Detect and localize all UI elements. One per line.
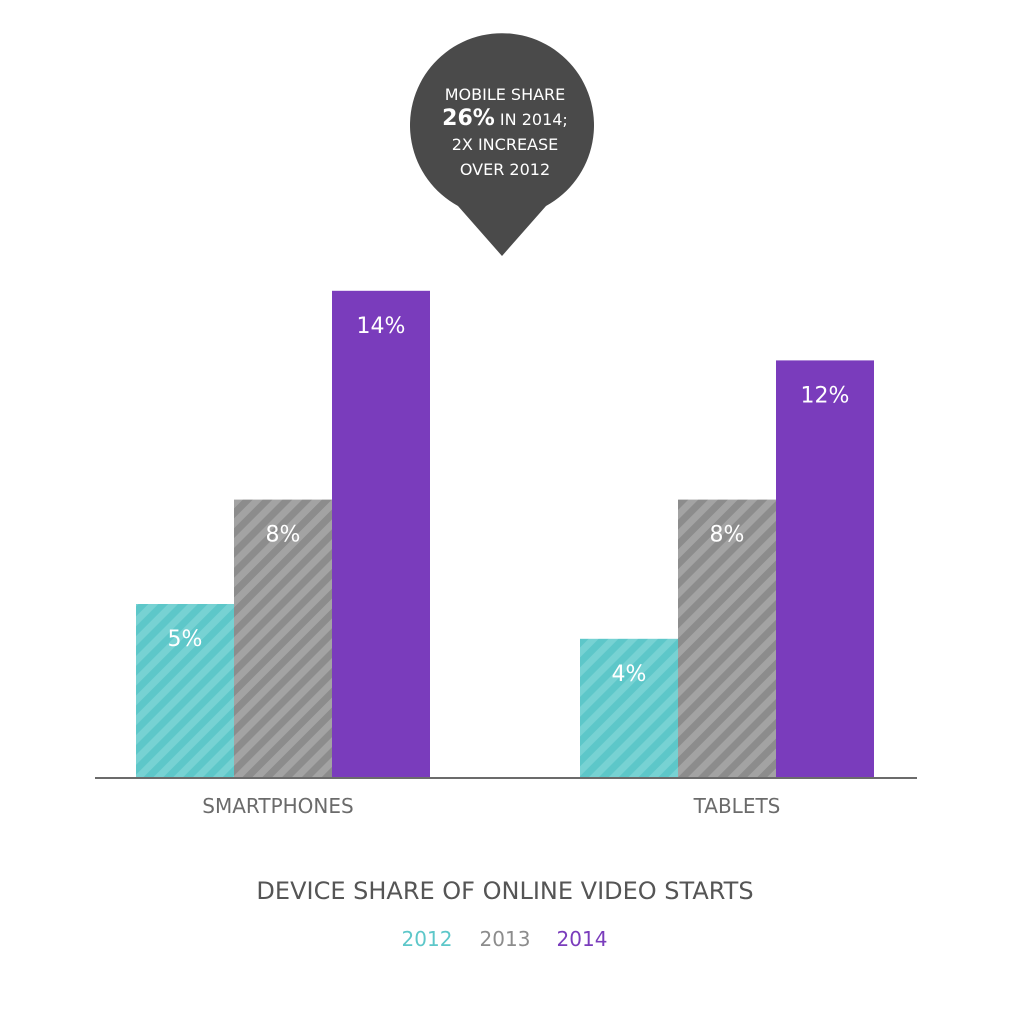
chart-title: DEVICE SHARE OF ONLINE VIDEO STARTS — [256, 877, 753, 905]
bar-tablets-2014 — [776, 360, 874, 778]
bar-label-smartphones-2014: 14% — [357, 314, 406, 339]
bar-label-tablets-2012: 4% — [612, 662, 647, 687]
bar-tablets-2012 — [580, 638, 678, 778]
legend: 2012 2013 2014 — [402, 927, 608, 951]
callout-highlight-value: 26% — [442, 106, 495, 131]
category-label-tablets: TABLETS — [693, 794, 781, 818]
legend-item-2012: 2012 — [402, 927, 453, 951]
callout-line-2-rest: IN 2014; — [495, 110, 568, 129]
bar-label-smartphones-2013: 8% — [266, 523, 301, 548]
bar-smartphones-2013 — [234, 499, 332, 778]
callout-line-4: OVER 2012 — [460, 160, 550, 179]
bar-smartphones-2012 — [136, 604, 234, 778]
callout-line-3: 2X INCREASE — [452, 135, 559, 154]
bar-label-smartphones-2012: 5% — [168, 627, 203, 652]
callout-line-1: MOBILE SHARE — [445, 85, 566, 104]
callout-shape — [410, 33, 595, 256]
legend-item-2013: 2013 — [480, 927, 531, 951]
bar-smartphones-2014 — [332, 290, 430, 778]
bar-label-tablets-2013: 8% — [710, 523, 745, 548]
bar-tablets-2013 — [678, 499, 776, 778]
bars-group: 5% 8% 14% 4% 8% 12% — [136, 290, 874, 778]
callout-bubble: MOBILE SHARE 26% IN 2014; 2X INCREASE OV… — [410, 33, 595, 256]
legend-item-2014: 2014 — [557, 927, 608, 951]
bar-label-tablets-2014: 12% — [801, 383, 850, 408]
category-label-smartphones: SMARTPHONES — [202, 794, 353, 818]
callout-line-2: 26% IN 2014; — [442, 106, 568, 131]
